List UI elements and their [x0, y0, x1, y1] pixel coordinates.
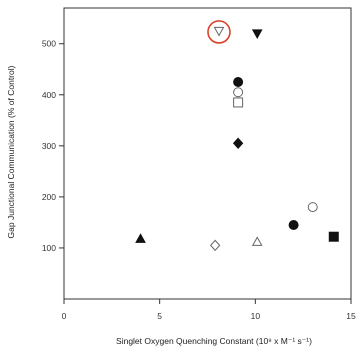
plot-frame: [63, 7, 352, 300]
y-axis-label: Gap Junctional Communication (% of Contr…: [6, 65, 16, 238]
y-tick-label: 200: [42, 192, 56, 202]
x-axis-ticks: 0 5 10 15: [62, 299, 356, 321]
data-point-triangle-down-open: [213, 26, 225, 37]
data-point-triangle-down-filled: [251, 29, 263, 40]
data-point-circle-open: [307, 202, 318, 213]
data-point-square-open: [233, 97, 244, 108]
y-tick-label: 400: [42, 90, 56, 100]
data-point-square-filled: [328, 231, 339, 242]
x-tick-label: 0: [62, 311, 67, 321]
data-point-circle-filled: [288, 219, 299, 230]
data-point-triangle-up-filled: [135, 233, 146, 243]
data-point-triangle-up-open: [251, 236, 263, 246]
data-points: [135, 20, 339, 252]
x-tick-label: 15: [346, 311, 356, 321]
y-tick-label: 100: [42, 243, 56, 253]
y-tick-label: 500: [42, 39, 56, 49]
y-axis-ticks: 100 200 300 400 500: [42, 39, 64, 253]
highlight-circle: [207, 20, 231, 44]
data-point-circle-open: [233, 87, 244, 98]
y-tick-label: 300: [42, 141, 56, 151]
x-tick-label: 10: [251, 311, 261, 321]
x-tick-label: 5: [157, 311, 162, 321]
x-axis-label: Singlet Oxygen Quenching Constant (10⁹ x…: [116, 336, 312, 346]
data-point-circle-filled: [233, 77, 244, 88]
data-point-diamond-open: [209, 239, 221, 252]
data-point-diamond-filled: [232, 137, 244, 150]
